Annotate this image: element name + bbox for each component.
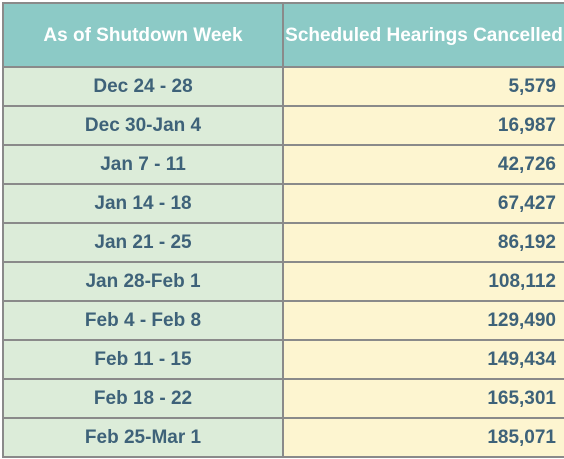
shutdown-week-cell: Feb 4 - Feb 8 xyxy=(2,300,284,341)
table-header-row: As of Shutdown Week Scheduled Hearings C… xyxy=(2,2,564,68)
hearings-cancelled-cell: 5,579 xyxy=(282,66,564,107)
table-row: Jan 21 - 25 86,192 xyxy=(2,222,564,263)
table-row: Jan 14 - 18 67,427 xyxy=(2,183,564,224)
table-row: Feb 4 - Feb 8 129,490 xyxy=(2,300,564,341)
hearings-cancelled-cell: 149,434 xyxy=(282,339,564,380)
header-shutdown-week: As of Shutdown Week xyxy=(2,2,284,68)
shutdown-week-cell: Jan 28-Feb 1 xyxy=(2,261,284,302)
shutdown-week-cell: Dec 24 - 28 xyxy=(2,66,284,107)
table-body: Dec 24 - 28 5,579 Dec 30-Jan 4 16,987 Jan 7 … xyxy=(2,66,564,458)
hearings-cancelled-cell: 108,112 xyxy=(282,261,564,302)
shutdown-week-cell: Jan 14 - 18 xyxy=(2,183,284,224)
shutdown-week-cell: Feb 25-Mar 1 xyxy=(2,417,284,458)
hearings-cancelled-cell: 42,726 xyxy=(282,144,564,185)
table-row: Jan 7 - 11 42,726 xyxy=(2,144,564,185)
table-row: Feb 18 - 22 165,301 xyxy=(2,378,564,419)
shutdown-week-cell: Jan 21 - 25 xyxy=(2,222,284,263)
table-row: Jan 28-Feb 1 108,112 xyxy=(2,261,564,302)
table-row: Dec 24 - 28 5,579 xyxy=(2,66,564,107)
hearings-cancelled-cell: 129,490 xyxy=(282,300,564,341)
table-row: Feb 25-Mar 1 185,071 xyxy=(2,417,564,458)
hearings-cancelled-cell: 67,427 xyxy=(282,183,564,224)
header-hearings-cancelled: Scheduled Hearings Cancelled xyxy=(282,2,564,68)
hearings-cancelled-cell: 185,071 xyxy=(282,417,564,458)
table-row: Dec 30-Jan 4 16,987 xyxy=(2,105,564,146)
shutdown-week-cell: Jan 7 - 11 xyxy=(2,144,284,185)
table-row: Feb 11 - 15 149,434 xyxy=(2,339,564,380)
hearings-cancelled-cell: 86,192 xyxy=(282,222,564,263)
hearings-cancelled-cell: 165,301 xyxy=(282,378,564,419)
hearings-cancelled-cell: 16,987 xyxy=(282,105,564,146)
shutdown-week-cell: Dec 30-Jan 4 xyxy=(2,105,284,146)
shutdown-week-cell: Feb 18 - 22 xyxy=(2,378,284,419)
shutdown-week-cell: Feb 11 - 15 xyxy=(2,339,284,380)
